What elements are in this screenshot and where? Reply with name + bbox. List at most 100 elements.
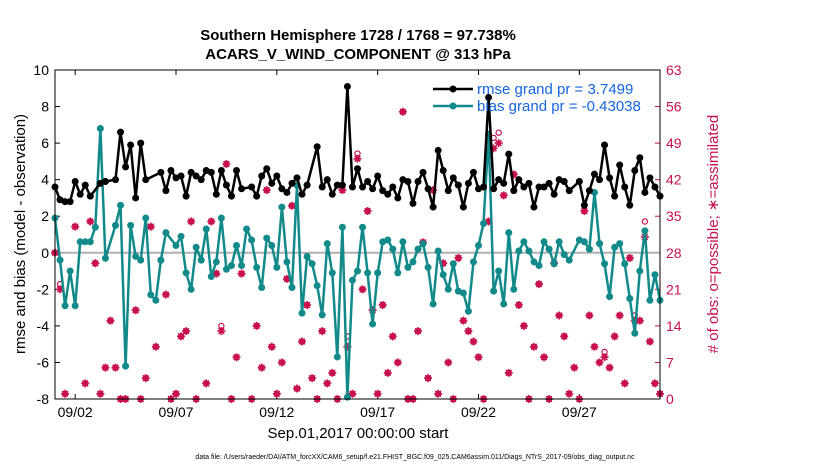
rmse-point bbox=[606, 174, 614, 182]
bias-point bbox=[449, 260, 457, 268]
y-tick-label: 8 bbox=[41, 99, 49, 115]
rmse-point bbox=[384, 190, 392, 198]
obs-assimilated-point bbox=[257, 363, 266, 372]
y-right-tick-label: 63 bbox=[666, 62, 682, 78]
rmse-point bbox=[182, 192, 190, 200]
bias-series bbox=[51, 124, 664, 401]
obs-assimilated-point bbox=[560, 332, 569, 341]
rmse-point bbox=[490, 185, 498, 193]
obs-assimilated-point bbox=[509, 170, 518, 179]
bias-point bbox=[182, 269, 190, 277]
rmse-point bbox=[611, 192, 619, 200]
obs-assimilated-point bbox=[444, 358, 453, 367]
obs-assimilated-point bbox=[565, 389, 574, 398]
bias-point bbox=[364, 269, 372, 277]
bias-point bbox=[207, 273, 215, 281]
obs-assimilated-point bbox=[429, 186, 438, 195]
bias-point bbox=[152, 296, 160, 304]
rmse-point bbox=[76, 190, 84, 198]
rmse-point bbox=[298, 190, 306, 198]
obs-assimilated-point bbox=[434, 389, 443, 398]
obs-assimilated-point bbox=[499, 191, 508, 200]
rmse-point bbox=[429, 203, 437, 211]
y-axis-label: rmse and bias (model - observation) bbox=[12, 114, 29, 354]
bias-point bbox=[409, 258, 417, 266]
y-tick-label: 0 bbox=[41, 245, 49, 261]
rmse-point bbox=[293, 174, 301, 182]
bias-point bbox=[550, 260, 558, 268]
bias-point bbox=[585, 245, 593, 253]
obs-assimilated-point bbox=[212, 269, 221, 278]
bias-point bbox=[192, 243, 200, 251]
obs-assimilated-point bbox=[131, 306, 140, 315]
bias-point bbox=[238, 262, 246, 270]
obs-assimilated-point bbox=[146, 222, 155, 231]
bias-point bbox=[197, 256, 205, 264]
bias-point bbox=[394, 269, 402, 277]
rmse-point bbox=[565, 187, 573, 195]
bias-point bbox=[606, 293, 614, 301]
bias-point bbox=[227, 262, 235, 270]
bias-point bbox=[333, 353, 341, 361]
obs-assimilated-point bbox=[363, 207, 372, 215]
bias-point bbox=[646, 296, 654, 304]
rmse-point bbox=[621, 183, 629, 191]
bias-point bbox=[510, 285, 518, 293]
rmse-point bbox=[545, 179, 553, 187]
obs-assimilated-point bbox=[96, 389, 105, 398]
obs-assimilated-point bbox=[600, 353, 609, 362]
obs-assimilated-point bbox=[328, 368, 337, 377]
obs-assimilated-point bbox=[81, 379, 90, 388]
obs-assimilated-point bbox=[474, 353, 483, 362]
bias-point bbox=[424, 263, 432, 271]
obs-assimilated-point bbox=[580, 207, 589, 215]
rmse-point bbox=[233, 167, 240, 175]
obs-assimilated-point bbox=[272, 389, 281, 398]
y-tick-label: 6 bbox=[41, 135, 49, 151]
bias-line bbox=[53, 127, 662, 399]
rmse-series bbox=[51, 82, 664, 211]
bias-point bbox=[429, 300, 437, 308]
legend-rmse-marker bbox=[449, 85, 457, 93]
bias-point bbox=[233, 241, 240, 249]
y-right-tick-label: 42 bbox=[666, 172, 682, 188]
bias-point bbox=[490, 287, 498, 295]
rmse-point bbox=[651, 183, 659, 191]
rmse-point bbox=[596, 176, 603, 184]
rmse-point bbox=[86, 192, 94, 200]
rmse-point bbox=[510, 187, 518, 195]
rmse-point bbox=[439, 167, 447, 175]
bias-point bbox=[515, 247, 523, 255]
bias-point bbox=[545, 245, 553, 253]
bias-point bbox=[142, 214, 150, 222]
bias-point bbox=[434, 247, 442, 255]
obs-assimilated-point bbox=[615, 311, 624, 320]
y-right-tick-label: 0 bbox=[666, 391, 674, 407]
bias-point bbox=[187, 285, 195, 293]
obs-possible-point bbox=[495, 129, 502, 136]
rmse-point bbox=[197, 176, 205, 184]
obs-assimilated-point bbox=[338, 186, 347, 195]
bias-point bbox=[318, 311, 326, 319]
bias-point bbox=[348, 276, 356, 284]
rmse-point bbox=[248, 183, 256, 191]
rmse-point bbox=[379, 187, 387, 195]
obs-assimilated-point bbox=[318, 327, 327, 336]
rmse-point bbox=[162, 187, 170, 195]
rmse-point bbox=[66, 198, 74, 206]
obs-assimilated-point bbox=[635, 316, 644, 325]
obs-assimilated-point bbox=[570, 363, 579, 372]
bias-point bbox=[243, 225, 251, 233]
obs-assimilated-point bbox=[358, 285, 367, 294]
bias-point bbox=[278, 203, 286, 211]
bias-point bbox=[217, 214, 225, 222]
obs-assimilated-point bbox=[595, 358, 604, 367]
obs-assimilated-point bbox=[378, 301, 387, 309]
bias-point bbox=[651, 271, 659, 279]
rmse-point bbox=[631, 167, 639, 175]
y-tick-label: 10 bbox=[33, 62, 49, 78]
bias-point bbox=[616, 240, 624, 248]
obs-assimilated-point bbox=[454, 254, 463, 262]
bias-point bbox=[631, 329, 639, 337]
x-tick-label: 09/02 bbox=[58, 404, 93, 420]
